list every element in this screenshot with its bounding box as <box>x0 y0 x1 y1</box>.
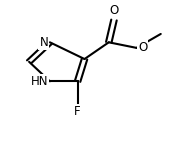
Text: O: O <box>138 41 147 54</box>
Text: HN: HN <box>31 75 48 88</box>
Text: N: N <box>39 36 48 49</box>
Text: O: O <box>109 4 119 17</box>
Text: F: F <box>74 105 81 118</box>
